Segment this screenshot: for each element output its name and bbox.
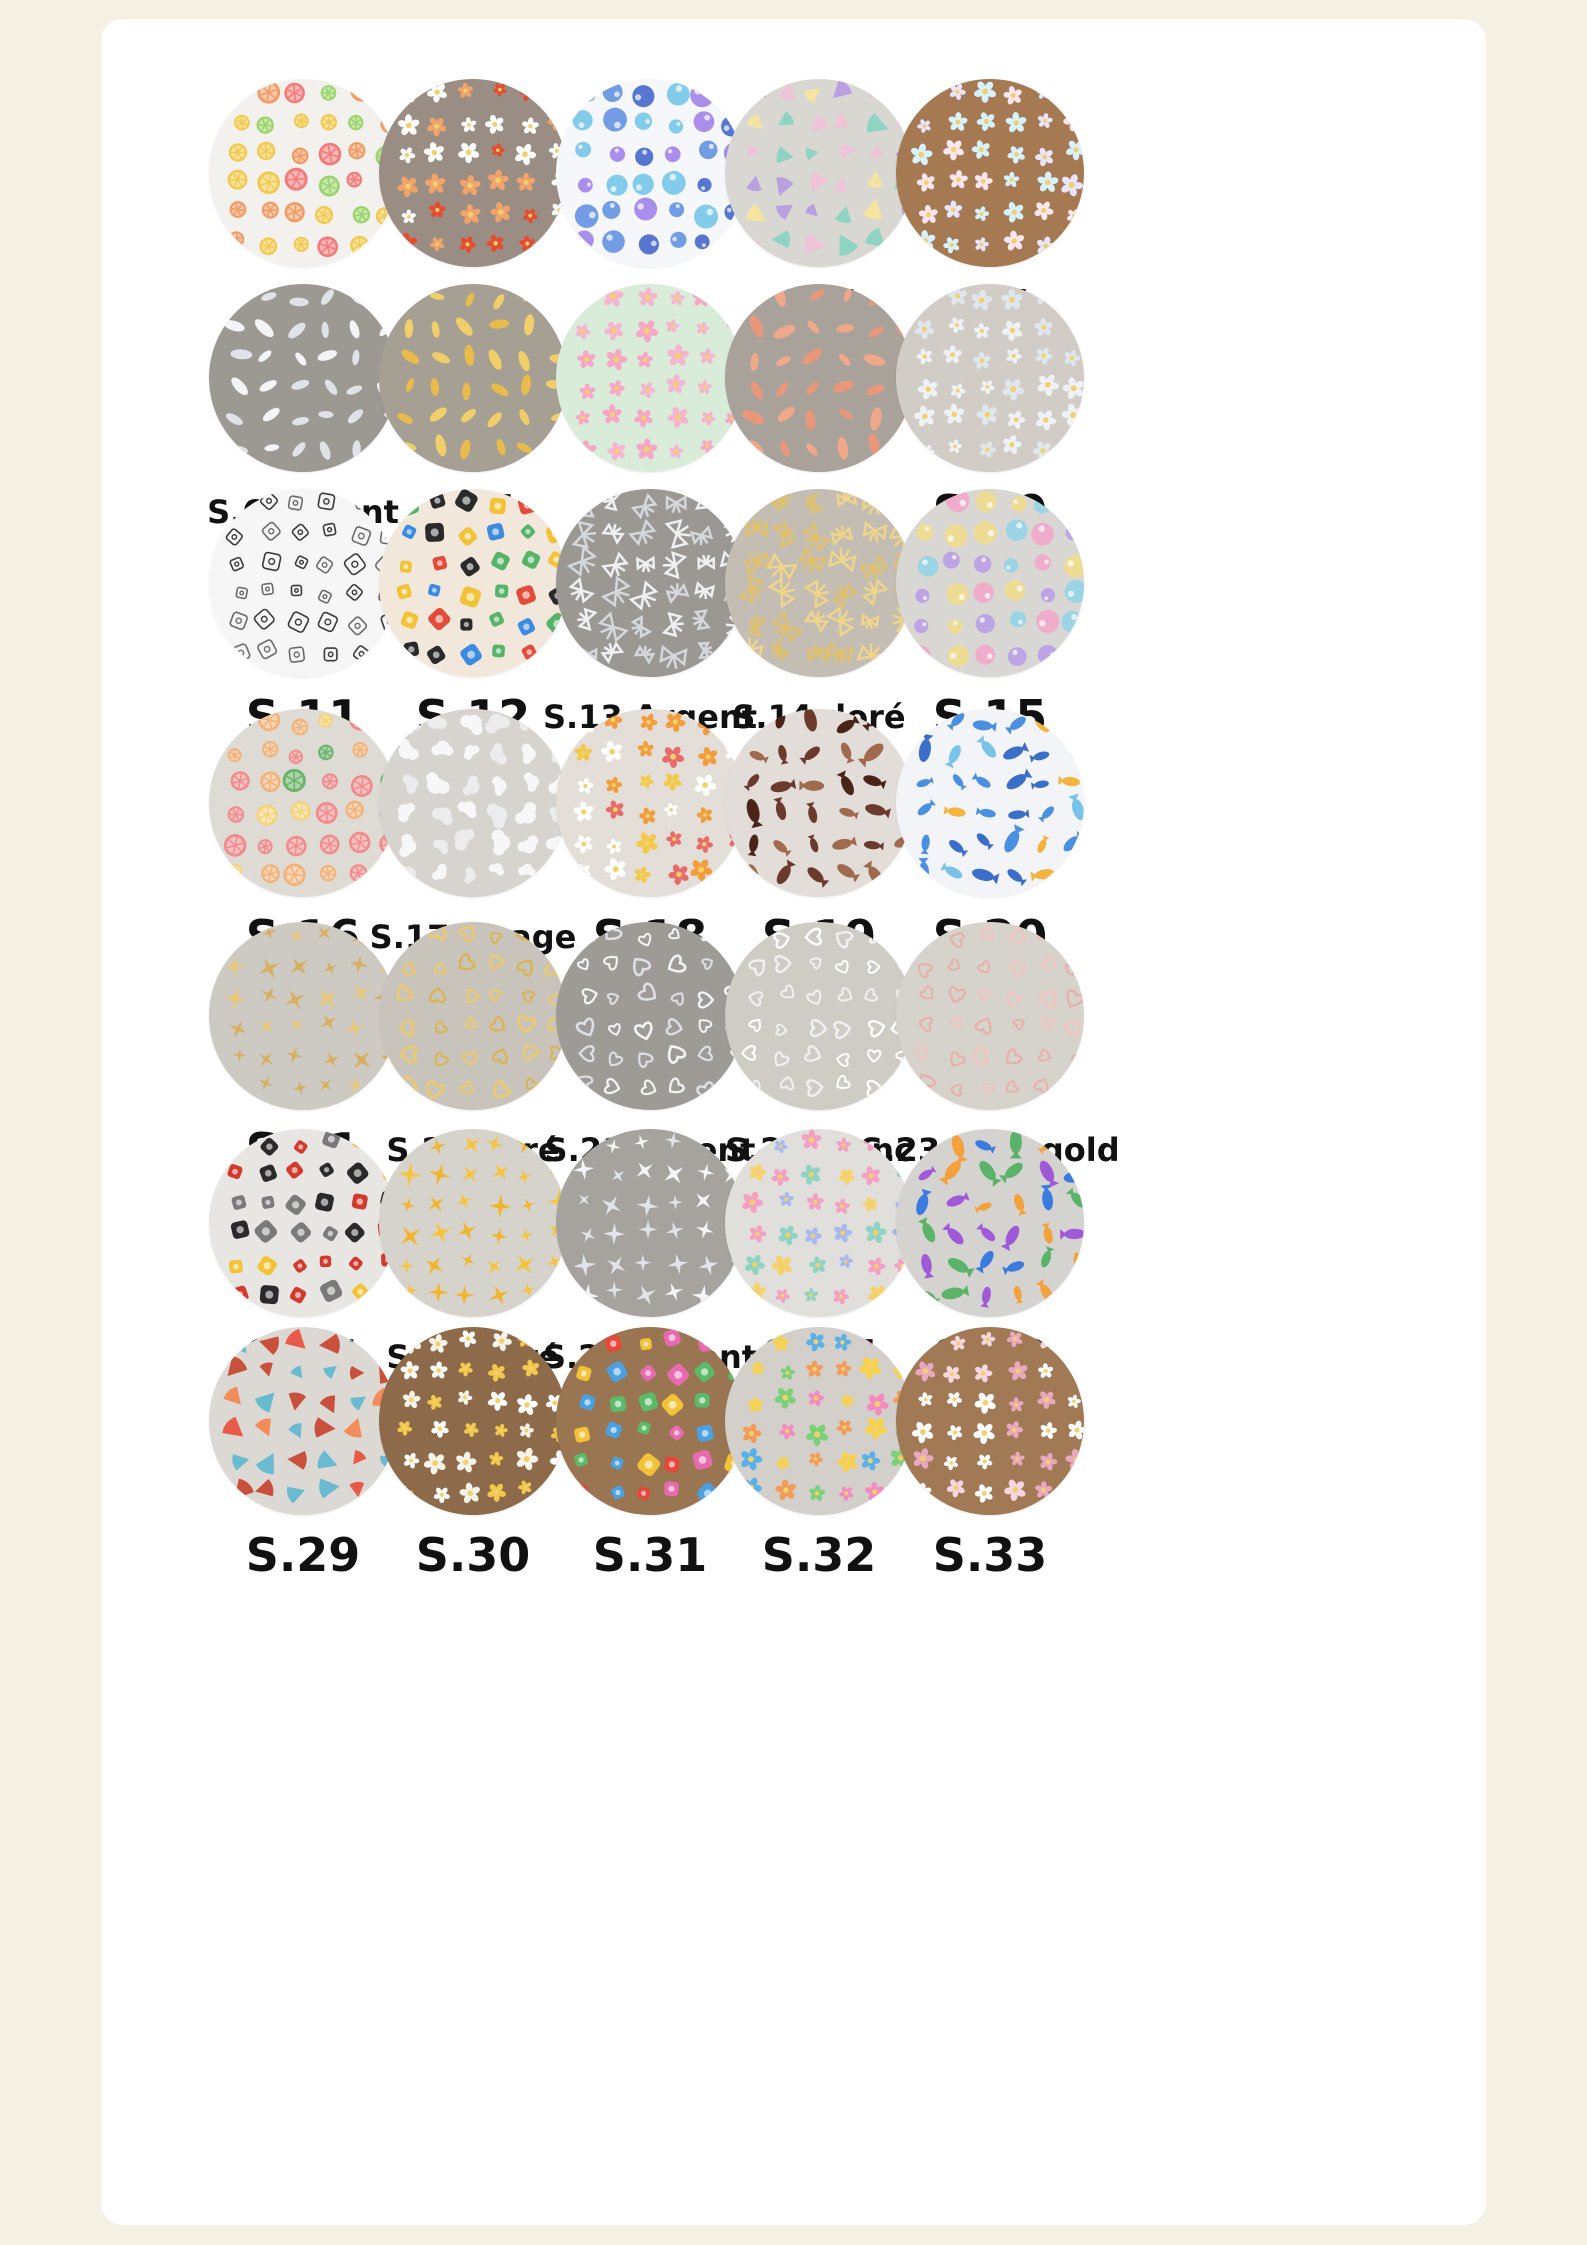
swatch-label: S.33 [932, 1528, 1048, 1582]
swatch-circle[interactable] [896, 922, 1084, 1110]
catalog-card: S.1S.2S.3S.4S.5S.6 ArgentS.7S.8S.9S.10S.… [101, 19, 1486, 2225]
swatch-item[interactable]: S.31 [515, 1327, 785, 1627]
swatch-label: S.32 [761, 1528, 877, 1582]
swatch-item[interactable]: S.13 Argent [515, 489, 785, 789]
pattern-preview [896, 284, 1084, 472]
pattern-preview [209, 489, 397, 677]
pattern-preview [556, 489, 744, 677]
swatch-circle[interactable] [379, 284, 567, 472]
swatch-item[interactable]: S.33 [855, 1327, 1125, 1627]
pattern-preview [896, 1327, 1084, 1515]
swatch-item[interactable]: S.30 [338, 1327, 608, 1627]
swatch-circle[interactable] [209, 489, 397, 677]
swatch-circle[interactable] [556, 1129, 744, 1317]
swatch-label: S.29 [245, 1528, 361, 1582]
pattern-preview [556, 709, 744, 897]
pattern-preview [379, 709, 567, 897]
swatch-circle[interactable] [725, 284, 913, 472]
swatch-circle[interactable] [725, 922, 913, 1110]
swatch-item[interactable]: S.29 [168, 1327, 438, 1627]
swatch-label: S.30 [415, 1528, 531, 1582]
swatch-circle[interactable] [556, 489, 744, 677]
pattern-preview [896, 709, 1084, 897]
swatch-circle[interactable] [896, 1129, 1084, 1317]
swatch-circle[interactable] [896, 284, 1084, 472]
swatch-item[interactable]: S.26 Argent [515, 1129, 785, 1429]
swatch-circle[interactable] [556, 284, 744, 472]
swatch-circle[interactable] [725, 79, 913, 267]
swatch-item[interactable]: S.14 doré [684, 489, 954, 789]
pattern-preview [725, 284, 913, 472]
pattern-preview [556, 1129, 744, 1317]
pattern-preview [896, 79, 1084, 267]
swatch-circle[interactable] [379, 709, 567, 897]
pattern-preview [725, 922, 913, 1110]
pattern-preview [725, 489, 913, 677]
pattern-preview [556, 922, 744, 1110]
swatch-circle[interactable] [556, 709, 744, 897]
swatch-item[interactable]: S.15 [855, 489, 1125, 789]
pattern-preview [209, 79, 397, 267]
swatch-circle[interactable] [725, 489, 913, 677]
swatch-circle[interactable] [896, 1327, 1084, 1515]
swatch-circle[interactable] [379, 1129, 567, 1317]
pattern-preview [896, 489, 1084, 677]
swatch-circle[interactable] [896, 709, 1084, 897]
swatch-item[interactable]: S.18 [515, 709, 785, 1009]
swatch-circle[interactable] [379, 79, 567, 267]
pattern-preview [379, 79, 567, 267]
pattern-preview [379, 284, 567, 472]
swatch-circle[interactable] [209, 1327, 397, 1515]
swatch-circle[interactable] [896, 489, 1084, 677]
swatch-circle[interactable] [556, 79, 744, 267]
pattern-preview [379, 1129, 567, 1317]
pattern-preview [556, 284, 744, 472]
swatch-item[interactable]: S.17 Nuage [338, 709, 608, 1009]
pattern-preview [209, 1327, 397, 1515]
swatch-item[interactable]: S.1 [168, 79, 438, 379]
pattern-preview [725, 79, 913, 267]
swatch-item[interactable]: S.8 [515, 284, 785, 584]
swatch-item[interactable]: S.23 rose gold [855, 922, 1125, 1222]
pattern-preview [209, 922, 397, 1110]
swatch-circle[interactable] [725, 1327, 913, 1515]
swatch-label: S.31 [592, 1528, 708, 1582]
pattern-preview [896, 1129, 1084, 1317]
swatch-item[interactable]: S.5 [855, 79, 1125, 379]
pattern-preview [896, 922, 1084, 1110]
pattern-preview [725, 1327, 913, 1515]
swatch-grid: S.1S.2S.3S.4S.5S.6 ArgentS.7S.8S.9S.10S.… [101, 19, 1486, 2225]
swatch-circle[interactable] [556, 922, 744, 1110]
swatch-circle[interactable] [209, 922, 397, 1110]
pattern-preview [556, 79, 744, 267]
swatch-circle[interactable] [896, 79, 1084, 267]
swatch-circle[interactable] [209, 79, 397, 267]
swatch-item[interactable]: S.32 [684, 1327, 954, 1627]
